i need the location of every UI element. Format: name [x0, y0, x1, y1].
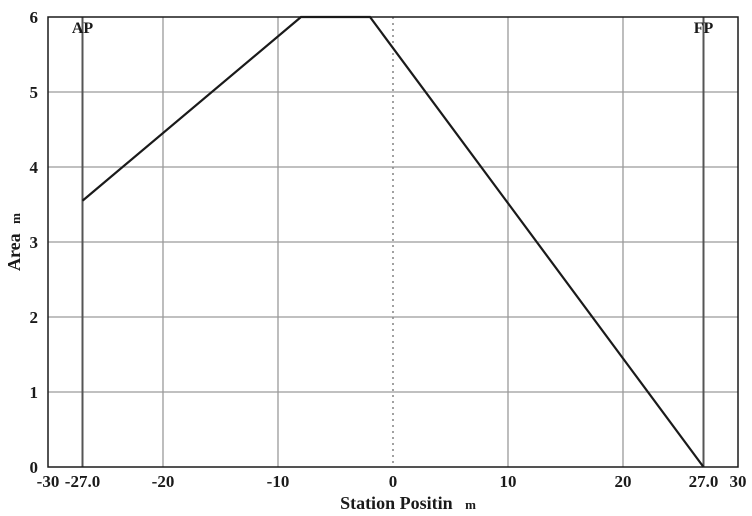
y-tick-label: 2	[30, 308, 39, 327]
x-tick-label: -10	[267, 472, 290, 491]
y-tick-label: 3	[30, 233, 39, 252]
y-tick-label: 5	[30, 83, 39, 102]
x-tick-labels: -30 -27.0 -20 -10 0 10 20 27.0 30	[37, 472, 747, 491]
x-tick-label: 0	[389, 472, 398, 491]
x-tick-label: -27.0	[65, 472, 100, 491]
x-tick-label: -20	[152, 472, 175, 491]
y-tick-label: 4	[30, 158, 39, 177]
x-tick-label: 27.0	[689, 472, 719, 491]
marker-label-fp: FP	[694, 20, 714, 37]
x-tick-label: 30	[730, 472, 747, 491]
plot-frame	[47, 16, 739, 468]
x-axis-unit: m	[465, 497, 476, 512]
y-axis-unit: m	[8, 213, 23, 224]
marker-label-ap: AP	[72, 20, 94, 37]
x-axis-title-text: Station Positin	[340, 493, 453, 513]
x-axis-title: Station Positin m	[340, 493, 476, 513]
y-tick-labels: 0 1 2 3 4 5 6	[30, 8, 39, 477]
x-tick-label: 10	[500, 472, 517, 491]
area-series-line	[81, 15, 705, 468]
station-markers: AP FP	[72, 17, 714, 467]
y-tick-label: 1	[30, 383, 39, 402]
x-tick-label: -30	[37, 472, 60, 491]
x-tick-label: 20	[615, 472, 632, 491]
y-tick-label: 6	[30, 8, 39, 27]
y-axis-title: Area m	[4, 213, 24, 271]
y-axis-title-text: Area	[4, 233, 24, 271]
y-tick-label: 0	[30, 458, 39, 477]
